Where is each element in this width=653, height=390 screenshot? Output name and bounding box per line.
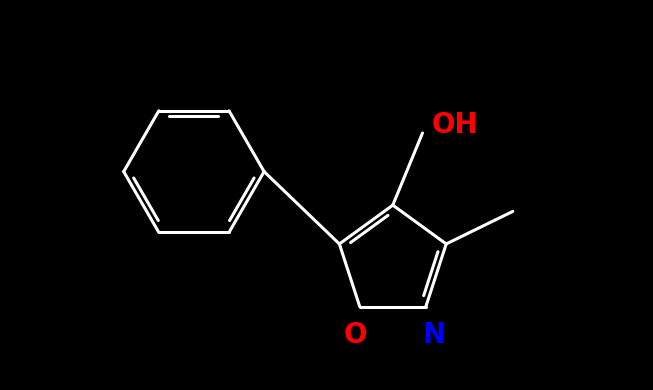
- Text: N: N: [422, 321, 445, 349]
- Text: OH: OH: [432, 111, 479, 139]
- Text: O: O: [343, 321, 367, 349]
